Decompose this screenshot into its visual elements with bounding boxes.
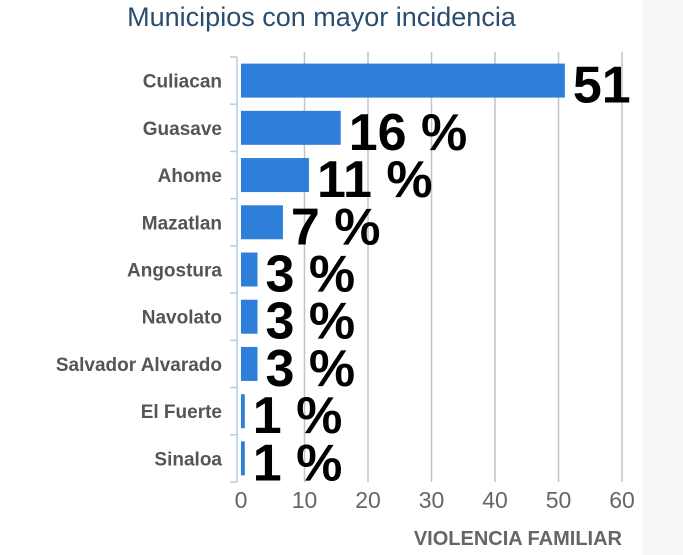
category-label: Mazatlan bbox=[142, 213, 222, 234]
side-panel bbox=[643, 0, 683, 555]
category-label: Sinaloa bbox=[154, 449, 222, 470]
data-label: 7 % bbox=[291, 198, 381, 256]
data-label: 3 % bbox=[266, 293, 356, 351]
data-label: 16 % bbox=[349, 104, 468, 162]
bar bbox=[241, 205, 283, 240]
category-label: El Fuerte bbox=[141, 402, 222, 423]
data-label: 51 bbox=[573, 57, 631, 115]
category-label: Ahome bbox=[158, 166, 222, 187]
data-label: 1 % bbox=[253, 434, 343, 492]
category-label: Navolato bbox=[142, 308, 222, 329]
x-tick-label: 20 bbox=[355, 487, 381, 513]
x-tick-label: 40 bbox=[482, 487, 508, 513]
x-tick-label: 10 bbox=[292, 487, 318, 513]
chart-title: Municipios con mayor incidencia bbox=[127, 2, 516, 32]
bar bbox=[241, 63, 565, 98]
x-tick-label: 30 bbox=[419, 487, 445, 513]
bar-chart: 0 10 20 30 40 50 60 Culiacan 51 Guasave 16 % Ahome 1… bbox=[56, 52, 635, 550]
bar bbox=[241, 394, 245, 429]
data-label: 3 % bbox=[266, 340, 356, 398]
x-tick-label: 50 bbox=[546, 487, 572, 513]
bar bbox=[241, 158, 309, 193]
x-tick-label: 60 bbox=[609, 487, 635, 513]
category-label: Angostura bbox=[127, 261, 222, 282]
category-label: Salvador Alvarado bbox=[56, 355, 222, 376]
bar bbox=[241, 346, 258, 381]
x-axis-title: VIOLENCIA FAMILIAR bbox=[414, 528, 623, 550]
data-label: 1 % bbox=[253, 387, 343, 445]
bar bbox=[241, 110, 341, 145]
data-label: 3 % bbox=[266, 246, 356, 304]
data-label: 11 % bbox=[317, 151, 433, 209]
bar bbox=[241, 299, 258, 334]
category-label: Guasave bbox=[143, 119, 222, 140]
category-label: Culiacan bbox=[143, 72, 222, 93]
x-tick-label: 0 bbox=[235, 487, 248, 513]
bar bbox=[241, 441, 245, 476]
bar bbox=[241, 252, 258, 287]
